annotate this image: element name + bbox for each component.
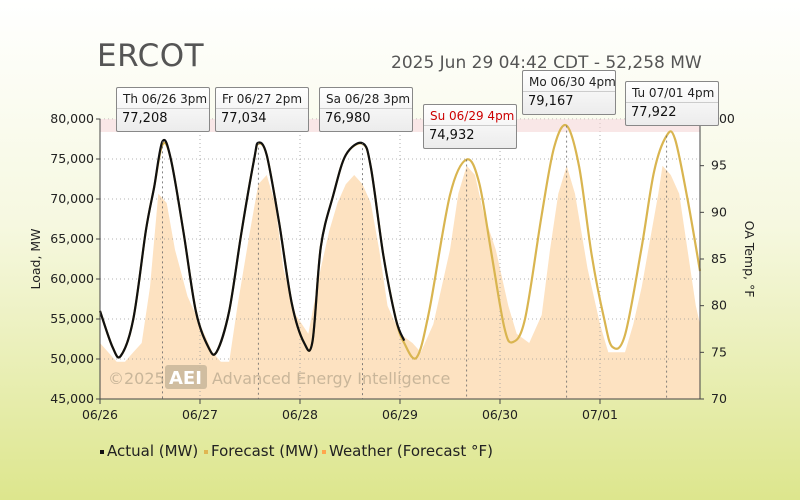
timestamp-readout: 2025 Jun 29 04:42 CDT - 52,258 MW <box>391 53 702 73</box>
peak-tooltip[interactable]: Th 06/26 3pm 77,208 <box>116 87 210 132</box>
y2-tick-label: 95 <box>711 158 727 173</box>
y-tick-label: 70,000 <box>50 191 94 206</box>
y-tick-label: 65,000 <box>50 231 94 246</box>
legend-swatch <box>322 449 326 454</box>
y-tick-label: 55,000 <box>50 311 94 326</box>
peak-value: 79,167 <box>528 94 574 109</box>
y2-tick-label: 80 <box>711 298 727 313</box>
peak-time: Th 06/26 3pm <box>123 92 208 106</box>
peak-value: 77,034 <box>221 111 267 126</box>
x-tick-label: 06/26 <box>82 407 118 422</box>
page-title: ERCOT <box>97 38 205 74</box>
peak-value: 74,932 <box>429 128 475 143</box>
legend-forecast[interactable]: Forecast (MW) <box>204 442 319 460</box>
y-tick-label: 80,000 <box>50 111 94 126</box>
y-tick-label: 75,000 <box>50 151 94 166</box>
peak-tooltip[interactable]: Sa 06/28 3pm 76,980 <box>319 87 413 132</box>
peak-tooltip[interactable]: Fr 06/27 2pm 77,034 <box>215 87 309 132</box>
y-axis-title: Load, MW <box>28 228 43 289</box>
x-tick-label: 06/27 <box>182 407 218 422</box>
peak-time: Sa 06/28 3pm <box>326 92 411 106</box>
weather-series-area <box>100 165 700 399</box>
legend-swatch <box>100 449 104 454</box>
peak-tooltip[interactable]: Tu 07/01 4pm 77,922 <box>625 81 719 126</box>
peak-tooltip[interactable]: Mo 06/30 4pm 79,167 <box>522 70 616 115</box>
peak-time: Fr 06/27 2pm <box>222 92 303 106</box>
y2-axis-title: OA Temp, °F <box>742 221 757 298</box>
watermark-copyright: ©2025 <box>108 369 165 388</box>
peak-value: 77,208 <box>122 111 168 126</box>
peak-time: Tu 07/01 4pm <box>632 86 715 100</box>
peak-tooltip[interactable]: Su 06/29 4pm 74,932 <box>423 104 517 149</box>
watermark-logo-box <box>165 365 207 389</box>
y2-tick-label: 90 <box>711 204 727 219</box>
legend-weather[interactable]: Weather (Forecast °F) <box>322 442 493 460</box>
peak-value: 77,922 <box>631 105 677 120</box>
y-tick-label: 50,000 <box>50 351 94 366</box>
peak-time: Su 06/29 4pm <box>430 109 515 123</box>
legend-swatch <box>204 449 208 454</box>
actual-series-line <box>98 138 406 359</box>
y-tick-label: 45,000 <box>50 391 94 406</box>
y2-tick-label: 70 <box>711 391 727 406</box>
peak-value: 76,980 <box>325 111 371 126</box>
x-tick-label: 06/28 <box>282 407 318 422</box>
y-tick-label: 60,000 <box>50 271 94 286</box>
legend-actual[interactable]: Actual (MW) <box>100 442 198 460</box>
y2-tick-label: 75 <box>711 344 727 359</box>
y2-tick-label: 85 <box>711 251 727 266</box>
peak-time: Mo 06/30 4pm <box>529 75 616 89</box>
x-tick-label: 06/30 <box>482 407 518 422</box>
x-tick-label: 06/29 <box>382 407 418 422</box>
x-tick-label: 07/01 <box>582 407 618 422</box>
watermark-logo: AEI <box>169 368 202 389</box>
watermark-company: Advanced Energy Intelligence <box>212 369 450 388</box>
